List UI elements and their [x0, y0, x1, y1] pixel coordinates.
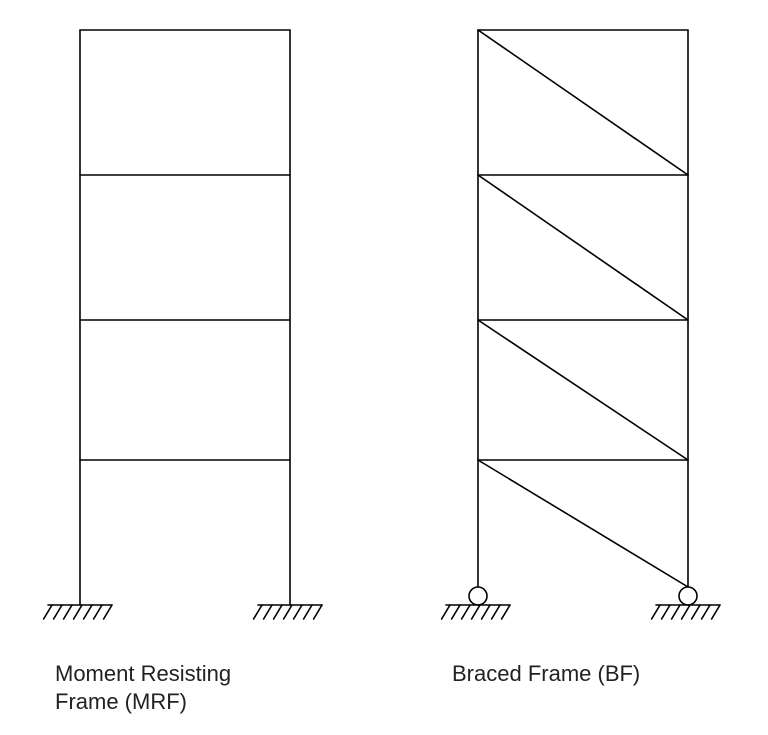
mrf-right-support-hatch [254, 605, 262, 619]
bf-brace-1 [478, 175, 688, 320]
mrf-right-support-hatch [274, 605, 282, 619]
structural-frames-diagram [0, 0, 768, 735]
bf-brace-2 [478, 320, 688, 460]
bf-right-support-hatch [672, 605, 680, 619]
bf-left-support-hatch [452, 605, 460, 619]
mrf-right-support-hatch [264, 605, 272, 619]
mrf-right-support-hatch [294, 605, 302, 619]
bf-left-support-hatch [462, 605, 470, 619]
bf-left-support-hatch [492, 605, 500, 619]
mrf-left-support-hatch [104, 605, 112, 619]
bf-left-support-hatch [482, 605, 490, 619]
bf-right-support-hatch [682, 605, 690, 619]
bf-caption: Braced Frame (BF) [452, 660, 640, 688]
mrf-left-support-hatch [94, 605, 102, 619]
bf-brace-3 [478, 460, 688, 587]
mrf-right-support-hatch [304, 605, 312, 619]
bf-left-support-hatch [502, 605, 510, 619]
bf-right-pin-circle [679, 587, 697, 605]
mrf-right-support-hatch [314, 605, 322, 619]
bf-right-support-hatch [692, 605, 700, 619]
mrf-left-support-hatch [54, 605, 62, 619]
bf-right-support-hatch [702, 605, 710, 619]
mrf-caption: Moment ResistingFrame (MRF) [55, 660, 231, 715]
mrf-left-support-hatch [84, 605, 92, 619]
bf-left-support-hatch [472, 605, 480, 619]
mrf-left-support-hatch [64, 605, 72, 619]
bf-left-support-hatch [442, 605, 450, 619]
mrf-right-support-hatch [284, 605, 292, 619]
bf-left-pin-circle [469, 587, 487, 605]
mrf-left-support-hatch [44, 605, 52, 619]
bf-right-support-hatch [652, 605, 660, 619]
bf-right-support-hatch [662, 605, 670, 619]
bf-right-support-hatch [712, 605, 720, 619]
mrf-left-support-hatch [74, 605, 82, 619]
bf-brace-0 [478, 30, 688, 175]
